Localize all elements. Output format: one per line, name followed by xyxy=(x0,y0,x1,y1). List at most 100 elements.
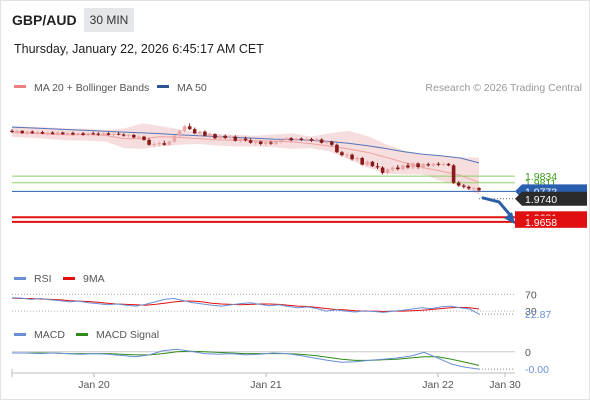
candle xyxy=(167,140,172,146)
candle-body xyxy=(162,143,167,145)
candle-body xyxy=(61,132,65,135)
candle-body xyxy=(187,126,192,130)
candle xyxy=(411,162,415,170)
macd-current-value: -0.00 xyxy=(525,364,549,376)
candle xyxy=(132,134,136,139)
candle-body xyxy=(324,141,329,143)
candle xyxy=(61,131,65,135)
candle xyxy=(142,135,146,141)
legend-swatch-ma50 xyxy=(157,85,169,88)
candle xyxy=(467,185,471,191)
candle-body xyxy=(421,164,425,168)
candle xyxy=(187,123,192,130)
candle-body xyxy=(167,141,172,145)
candle xyxy=(66,132,70,136)
candle xyxy=(106,132,111,136)
candle xyxy=(147,138,151,146)
candle xyxy=(314,138,319,143)
candle-body xyxy=(40,132,45,134)
time-tick-label-1: Jan 21 xyxy=(250,379,282,391)
time-tick-label-2: Jan 22 xyxy=(422,379,454,391)
candle-body xyxy=(335,144,339,153)
candle xyxy=(401,164,405,171)
candle xyxy=(223,134,227,140)
legend-swatch-macd xyxy=(14,333,26,336)
candle-body xyxy=(248,140,253,143)
bollinger-band-area xyxy=(12,123,479,195)
candle-body xyxy=(314,139,319,141)
timeframe-button[interactable]: 30 MIN xyxy=(84,8,134,32)
candle-body xyxy=(274,141,278,144)
legend-label-macd-signal: MACD Signal xyxy=(96,329,159,341)
candle-body xyxy=(238,138,243,141)
candle xyxy=(218,134,222,140)
candle-body xyxy=(213,134,217,139)
candle-body xyxy=(198,131,202,134)
candle-body xyxy=(340,152,344,156)
candle xyxy=(324,140,329,145)
candle xyxy=(396,165,400,171)
candle-body xyxy=(137,136,141,138)
candle-body xyxy=(416,163,420,168)
candle xyxy=(157,141,161,147)
candle-body xyxy=(390,167,395,170)
candle xyxy=(198,130,202,137)
candle-body xyxy=(309,139,314,141)
rsi-current-value: 22.87 xyxy=(525,309,551,321)
candle-body xyxy=(35,132,40,134)
candle xyxy=(40,130,45,135)
candle xyxy=(441,162,446,167)
candle-body xyxy=(218,135,222,139)
candle xyxy=(203,130,207,137)
candle-body xyxy=(360,158,364,165)
resistance-label-0: 1.9834 xyxy=(525,171,557,183)
candle xyxy=(172,134,177,143)
candle xyxy=(127,133,131,138)
candle-body xyxy=(66,132,70,135)
candle-body xyxy=(91,133,95,135)
symbol-title: GBP/AUD xyxy=(12,12,77,28)
candle xyxy=(304,137,309,142)
candle xyxy=(456,181,461,187)
candle-body xyxy=(106,133,111,135)
candle xyxy=(350,153,354,161)
candle xyxy=(375,162,380,170)
candle xyxy=(340,151,344,157)
candle-body xyxy=(380,167,385,173)
candle-body xyxy=(375,166,380,168)
forecast-arrow-head xyxy=(504,212,515,225)
candle-body xyxy=(55,132,60,135)
candle-body xyxy=(116,133,121,135)
legend-label-macd: MACD xyxy=(34,329,65,341)
candle-body xyxy=(101,133,106,135)
candle-body xyxy=(345,154,349,156)
candle-body xyxy=(446,163,451,166)
time-tick-label-3: Jan 30 xyxy=(489,379,521,391)
candle-body xyxy=(132,134,136,138)
candle-body xyxy=(299,138,304,140)
candle xyxy=(360,156,364,166)
support-label-5: 1.9658 xyxy=(525,217,557,229)
rsi-level-label-30: 30 xyxy=(525,306,537,318)
candle xyxy=(299,137,304,142)
candle xyxy=(436,162,441,167)
candle-body xyxy=(76,133,80,135)
candle-body xyxy=(86,133,90,135)
candle-body xyxy=(441,163,446,165)
candle xyxy=(71,131,75,136)
candle-body xyxy=(284,138,288,140)
candle-body xyxy=(157,143,161,145)
forecast-arrow-shaft xyxy=(481,196,514,219)
candle-body xyxy=(111,133,116,135)
candle-body xyxy=(228,136,233,138)
candle xyxy=(309,137,314,142)
legend-swatch-rsi xyxy=(14,277,26,280)
candle xyxy=(35,131,40,135)
candle-body xyxy=(472,188,476,190)
candle xyxy=(101,132,106,137)
candle xyxy=(76,132,80,136)
candle xyxy=(116,132,121,136)
candle xyxy=(279,139,283,144)
candle-body xyxy=(365,161,370,165)
